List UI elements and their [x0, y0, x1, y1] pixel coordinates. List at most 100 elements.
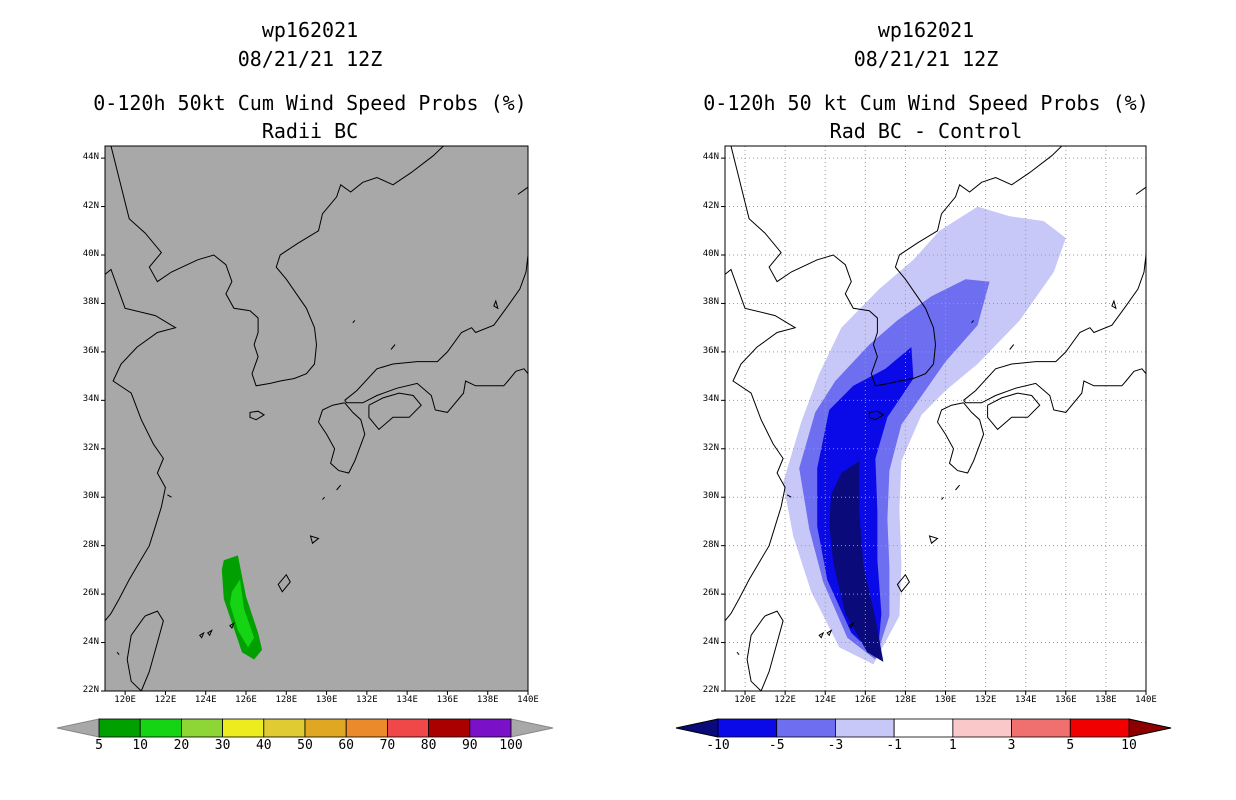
left-colorbar-label: 30 — [214, 738, 231, 753]
left-colorbar-label: 20 — [173, 738, 190, 753]
right-colorbar-end-high — [1128, 718, 1172, 738]
left-lat-label: 34N — [82, 394, 99, 405]
left-colorbar-label: 60 — [338, 738, 355, 753]
left-map-panel — [101, 145, 529, 695]
left-colorbar-label: 50 — [297, 738, 313, 753]
left-colorbar-label: 80 — [420, 738, 437, 753]
right-lon-label: 130E — [934, 695, 957, 705]
right-lat-label: 28N — [702, 539, 719, 550]
island-outline — [736, 651, 740, 656]
left-lat-label: 36N — [82, 345, 99, 356]
coastline — [1135, 186, 1146, 195]
coastline — [105, 268, 177, 622]
left-lon-label: 138E — [476, 695, 499, 705]
island-outline — [229, 621, 235, 629]
left-colorbar-label: 70 — [379, 738, 396, 753]
coastline — [126, 610, 164, 691]
left-storm-id: wp162021 — [261, 18, 359, 42]
left-lon-label: 132E — [356, 695, 378, 705]
right-map-panel — [721, 145, 1147, 695]
right-map-background — [725, 146, 1146, 691]
island-outline — [826, 629, 833, 637]
right-colorbar — [675, 718, 1172, 738]
island-outline — [928, 535, 939, 545]
left-colorbar-label: 10 — [132, 738, 149, 753]
right-lat-label: 38N — [702, 297, 719, 308]
island-outline — [116, 651, 120, 656]
right-lon-label: 124E — [814, 695, 837, 705]
island-outline — [277, 573, 291, 593]
right-lon-label: 126E — [854, 695, 877, 705]
right-colorbar-label: 10 — [1121, 738, 1137, 753]
right-colorbar-label: -3 — [827, 738, 844, 753]
left-colorbar-label: 90 — [461, 738, 478, 753]
island-outline — [206, 629, 213, 637]
left-colorbar-box — [304, 718, 347, 738]
left-lon-label: 124E — [194, 695, 217, 705]
coastline — [725, 268, 797, 622]
right-lon-label: 138E — [1095, 695, 1117, 705]
island-outline — [1009, 344, 1015, 350]
island-outline — [868, 410, 885, 421]
right-chart-subtitle: Rad BC - Control — [829, 119, 1023, 143]
left-lat-label: 42N — [82, 200, 99, 211]
left-prob-contour-10 — [229, 579, 255, 648]
left-lat-label: 22N — [82, 685, 99, 695]
right-colorbar-box — [1011, 718, 1071, 738]
left-lon-label: 140E — [517, 695, 539, 705]
left-lat-label: 26N — [82, 588, 99, 599]
coastline — [344, 242, 528, 401]
island-outline — [848, 621, 855, 629]
island-outline — [971, 320, 974, 324]
left-chart-title: 0-120h 50kt Cum Wind Speed Probs (%) — [93, 91, 527, 115]
island-outline — [322, 496, 325, 500]
coastline — [517, 186, 528, 195]
right-colorbar-box — [776, 718, 836, 738]
left-map-frame — [104, 145, 529, 692]
right-colorbar-end-low — [675, 718, 719, 738]
left-lon-label: 122E — [154, 695, 177, 705]
coastline — [963, 242, 1146, 401]
right-lon-label: 132E — [974, 695, 997, 705]
left-lat-label: 38N — [82, 297, 99, 308]
island-outline — [786, 494, 792, 498]
right-lat-label: 36N — [702, 345, 719, 356]
right-chart-title: 0-120h 50 kt Cum Wind Speed Probs (%) — [703, 91, 1149, 115]
right-colorbar-box — [952, 718, 1012, 738]
left-colorbar-label: 5 — [95, 738, 103, 753]
coastline — [344, 368, 528, 413]
right-lat-label: 34N — [702, 394, 719, 405]
coastline — [317, 402, 366, 474]
left-colorbar-end-low — [56, 718, 100, 738]
left-lon-label: 134E — [396, 695, 418, 705]
coastline — [936, 402, 985, 474]
left-chart-subtitle: Radii BC — [261, 119, 359, 143]
left-colorbar-box — [222, 718, 265, 738]
island-outline — [249, 410, 266, 421]
right-lat-label: 40N — [702, 249, 719, 259]
left-lat-label: 40N — [82, 249, 99, 259]
coastline — [746, 610, 784, 691]
island-outline — [818, 631, 825, 639]
right-lon-label: 140E — [1135, 695, 1157, 705]
left-colorbar-box — [469, 718, 512, 738]
left-lon-label: 120E — [114, 695, 136, 705]
right-lon-label: 120E — [734, 695, 756, 705]
right-lon-label: 134E — [1014, 695, 1037, 705]
island-outline — [390, 344, 396, 350]
left-colorbar-box — [428, 718, 471, 738]
island-outline — [941, 496, 944, 500]
island-outline — [336, 484, 342, 491]
left-lon-label: 126E — [235, 695, 257, 705]
right-map-frame — [724, 145, 1147, 692]
coastline — [730, 146, 1063, 387]
island-outline — [493, 299, 499, 310]
left-colorbar-box — [139, 718, 182, 738]
right-lon-label: 136E — [1054, 695, 1077, 705]
left-colorbar-box — [98, 718, 141, 738]
left-colorbar-box — [263, 718, 306, 738]
right-lon-label: 122E — [774, 695, 796, 705]
coastline — [987, 392, 1041, 431]
left-colorbar-box — [345, 718, 388, 738]
